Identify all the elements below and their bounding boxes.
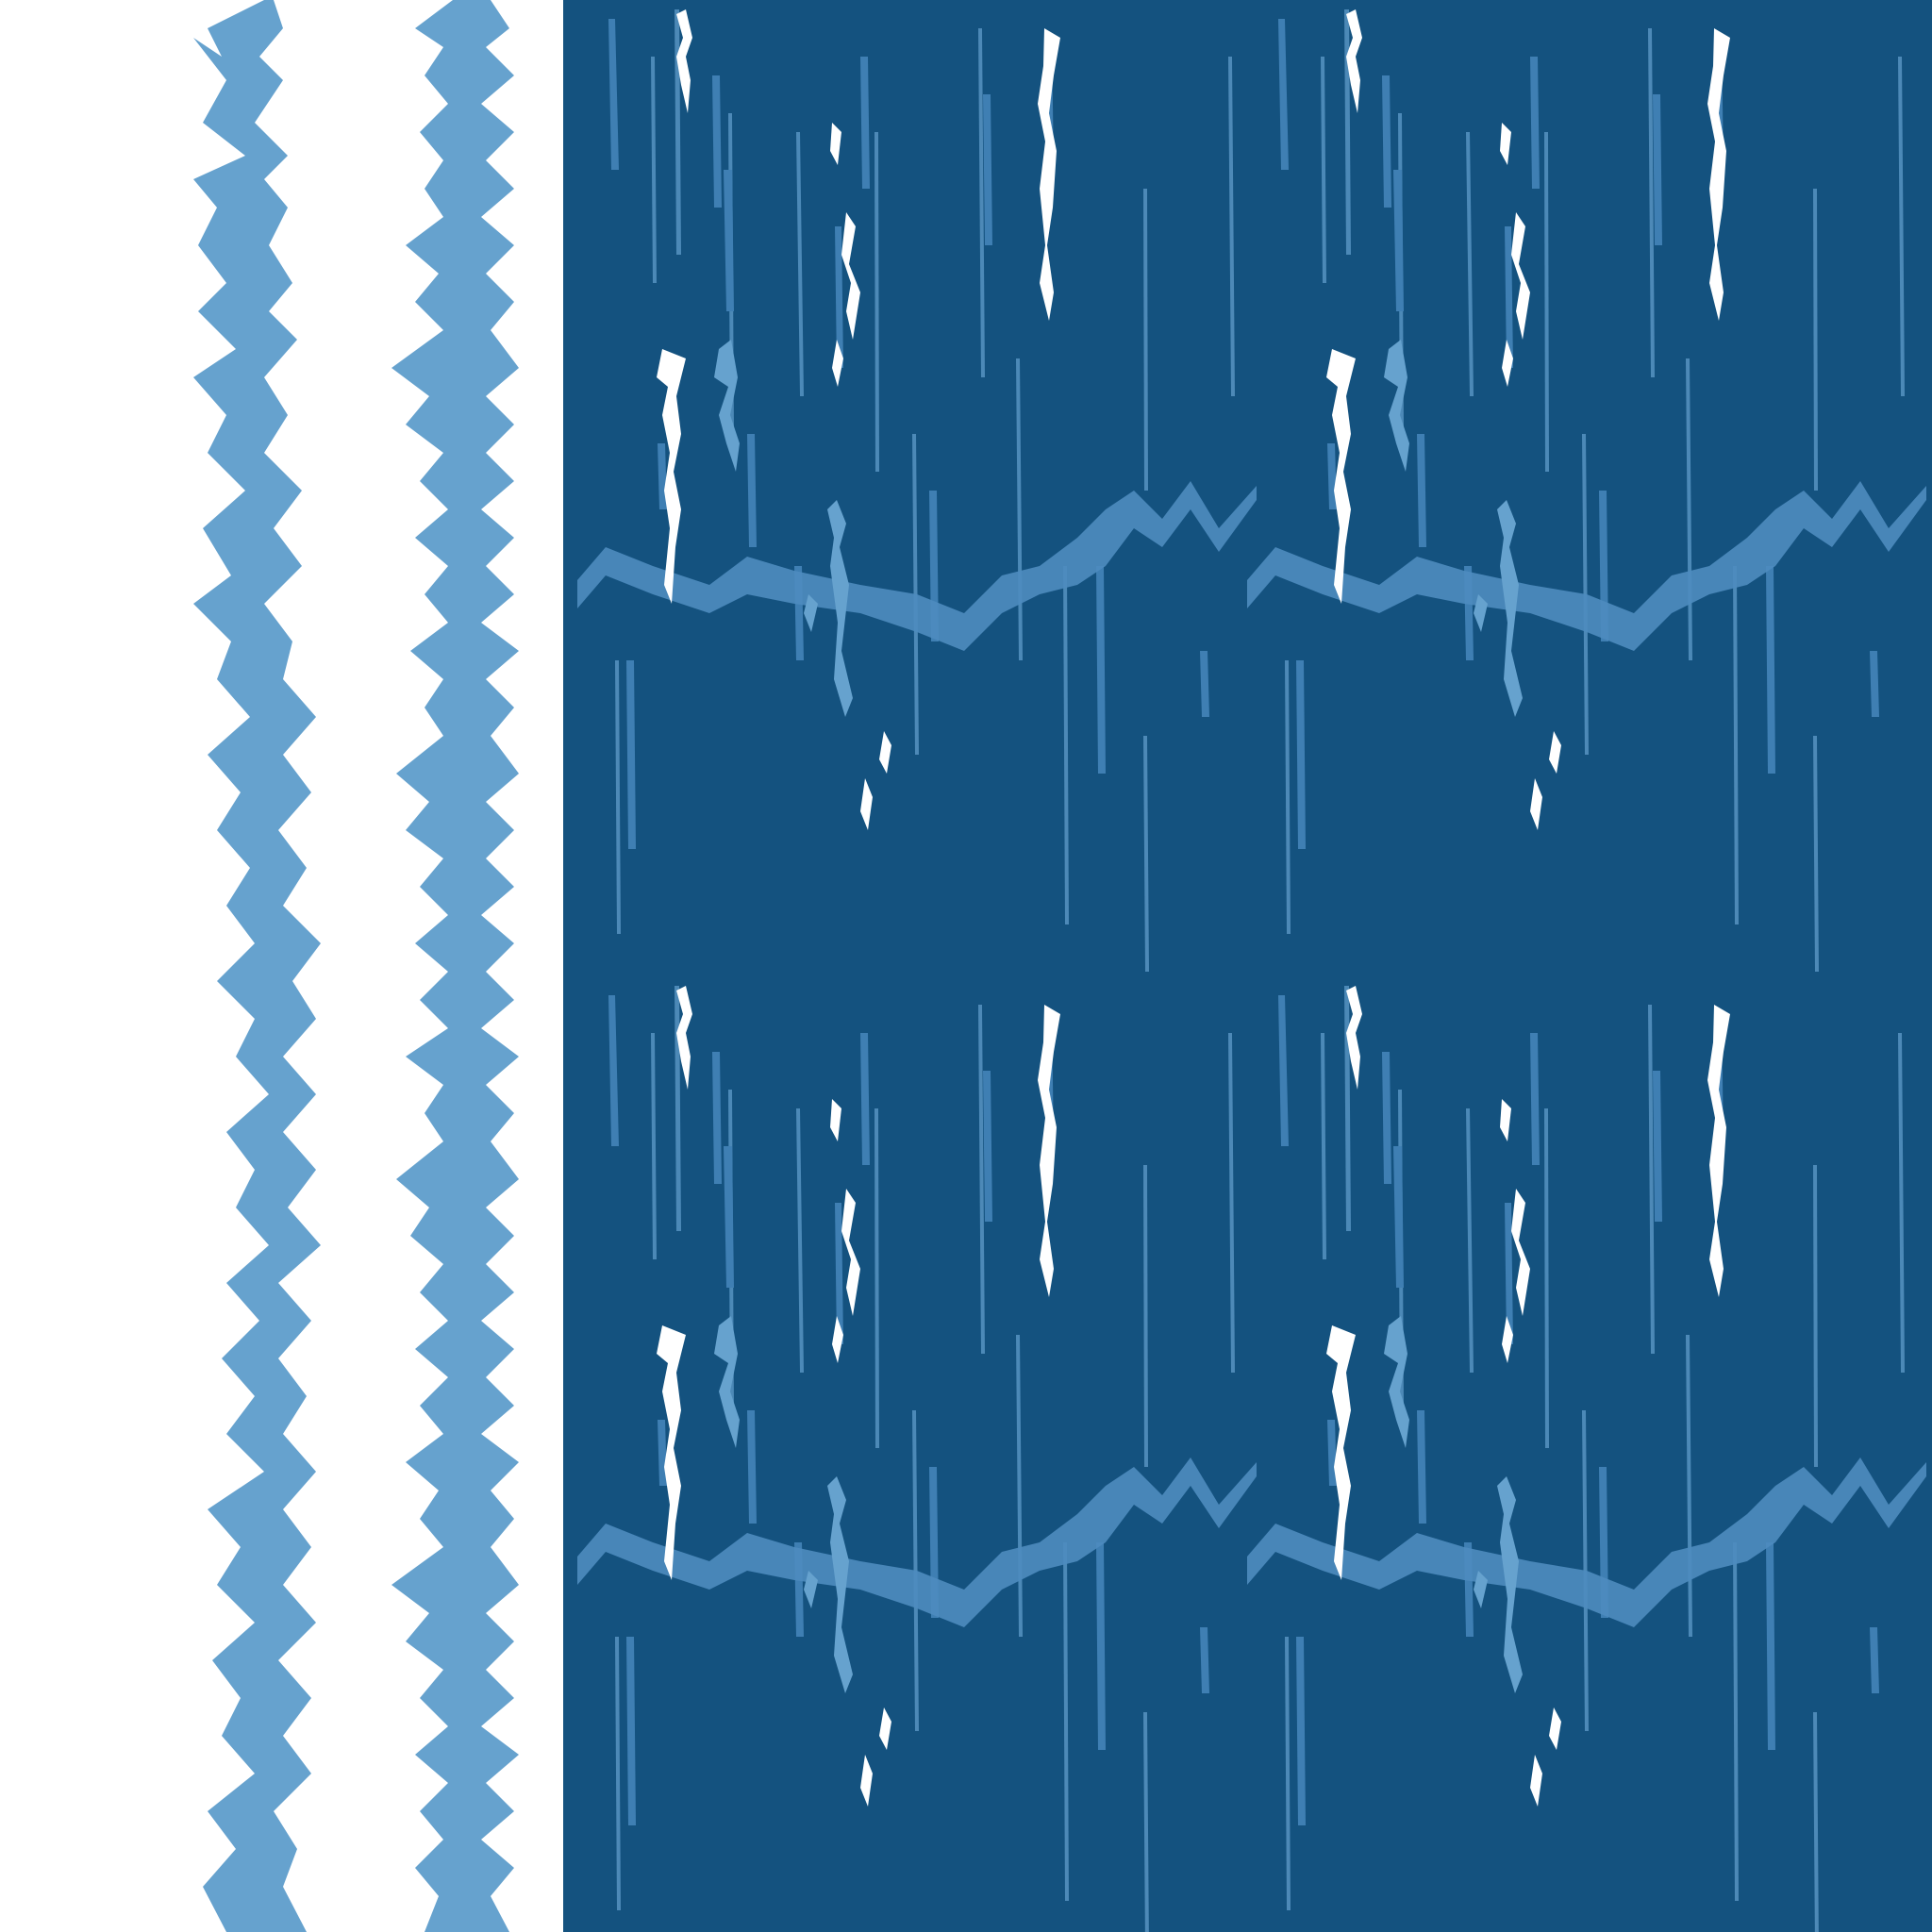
left-zigzag-stripe (193, 0, 321, 1932)
right-zigzag-stripe (391, 0, 519, 1932)
pattern-panel-background (563, 0, 1932, 1932)
